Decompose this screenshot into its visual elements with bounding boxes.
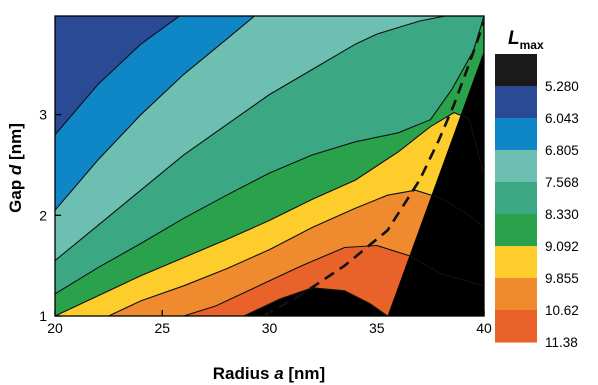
x-axis-label: Radius a [nm]	[213, 364, 325, 383]
colorbar-tick-label: 8.330	[545, 207, 579, 222]
colorbar-tick-label: 9.855	[545, 271, 579, 286]
colorbar-tick-label: 10.62	[545, 303, 579, 318]
colorbar-swatch	[495, 214, 537, 247]
y-tick-label: 2	[39, 207, 47, 223]
y-tick-label: 1	[39, 308, 47, 324]
colorbar-tick-label: 5.280	[545, 79, 579, 94]
plot-area	[55, 16, 484, 316]
contour-region	[243, 50, 484, 316]
contour-line	[55, 16, 255, 211]
colorbar-swatch	[495, 54, 537, 87]
colorbar-tick-label: 9.092	[545, 239, 579, 254]
x-tick-label: 30	[262, 320, 278, 336]
contour-regions	[55, 16, 484, 316]
contour-lines	[55, 16, 484, 316]
contour-line	[243, 287, 388, 316]
y-axis-label: Gap d [nm]	[6, 123, 25, 213]
x-tick-label: 20	[47, 320, 63, 336]
colorbar-swatch	[495, 86, 537, 119]
contour-line	[55, 111, 484, 316]
colorbar-title: Lmax	[508, 28, 544, 52]
contour-line	[183, 244, 484, 316]
contour-line	[108, 189, 484, 316]
colorbar-swatch	[495, 310, 537, 343]
colorbar-swatch	[495, 246, 537, 279]
colorbar-swatches	[495, 54, 537, 343]
colorbar-tick-label: 6.043	[545, 111, 579, 126]
contour-line	[55, 16, 484, 295]
colorbar-swatch	[495, 182, 537, 215]
colorbar-swatch	[495, 278, 537, 311]
x-axis-ticks: 20 25 30 35 40	[47, 310, 492, 336]
colorbar-swatch	[495, 118, 537, 151]
y-axis-ticks: 1 2 3	[39, 107, 61, 324]
colorbar-tick-labels: 5.280 6.043 6.805 7.568 8.330 9.092 9.855 10.62…	[545, 79, 579, 350]
colorbar: Lmax 5.280 6.043 6.805 7.568 8.330 9.092 9.855…	[495, 28, 579, 350]
contour-line	[55, 16, 180, 136]
x-tick-label: 25	[154, 320, 170, 336]
x-tick-label: 35	[369, 320, 385, 336]
colorbar-tick-label: 6.805	[545, 143, 579, 158]
colorbar-tick-label: 7.568	[545, 175, 579, 190]
x-tick-label: 40	[476, 320, 492, 336]
colorbar-tick-label: 11.38	[545, 335, 578, 350]
colorbar-swatch	[495, 150, 537, 183]
y-tick-label: 3	[39, 107, 47, 123]
contour-line	[55, 16, 446, 262]
